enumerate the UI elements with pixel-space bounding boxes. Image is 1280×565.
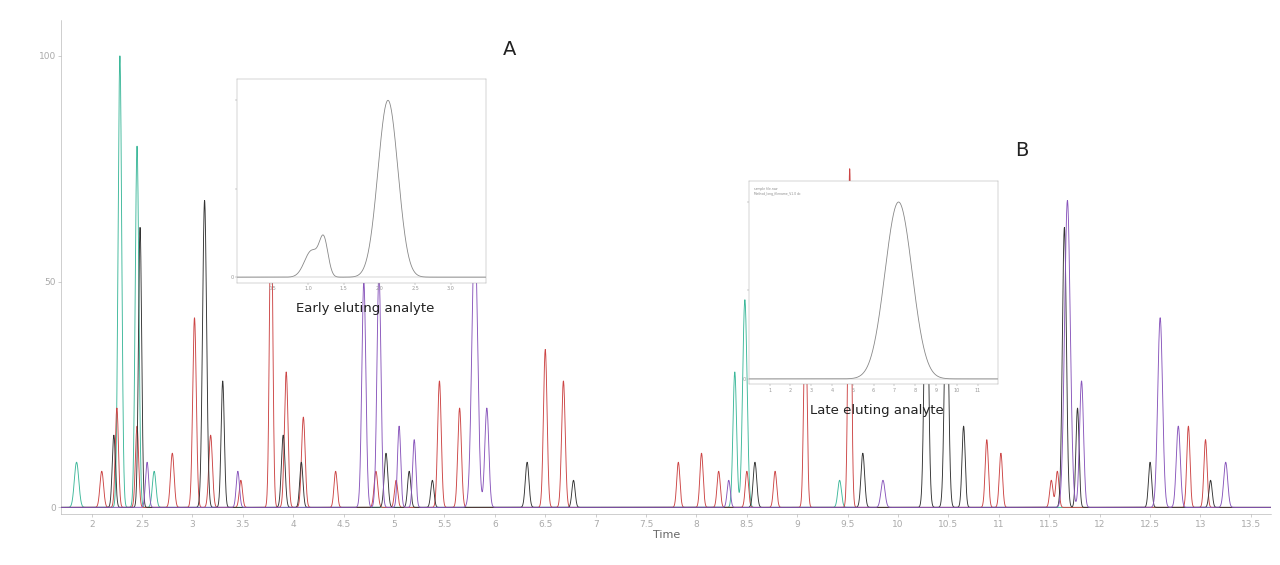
Text: Late eluting analyte: Late eluting analyte [810,404,943,417]
Text: A: A [503,40,516,59]
Text: B: B [1015,141,1028,160]
Text: sample file.raw
Method_long_filename_V1.0 dc: sample file.raw Method_long_filename_V1.… [754,187,800,195]
X-axis label: Time: Time [653,530,680,540]
Text: Early eluting analyte: Early eluting analyte [296,302,434,315]
